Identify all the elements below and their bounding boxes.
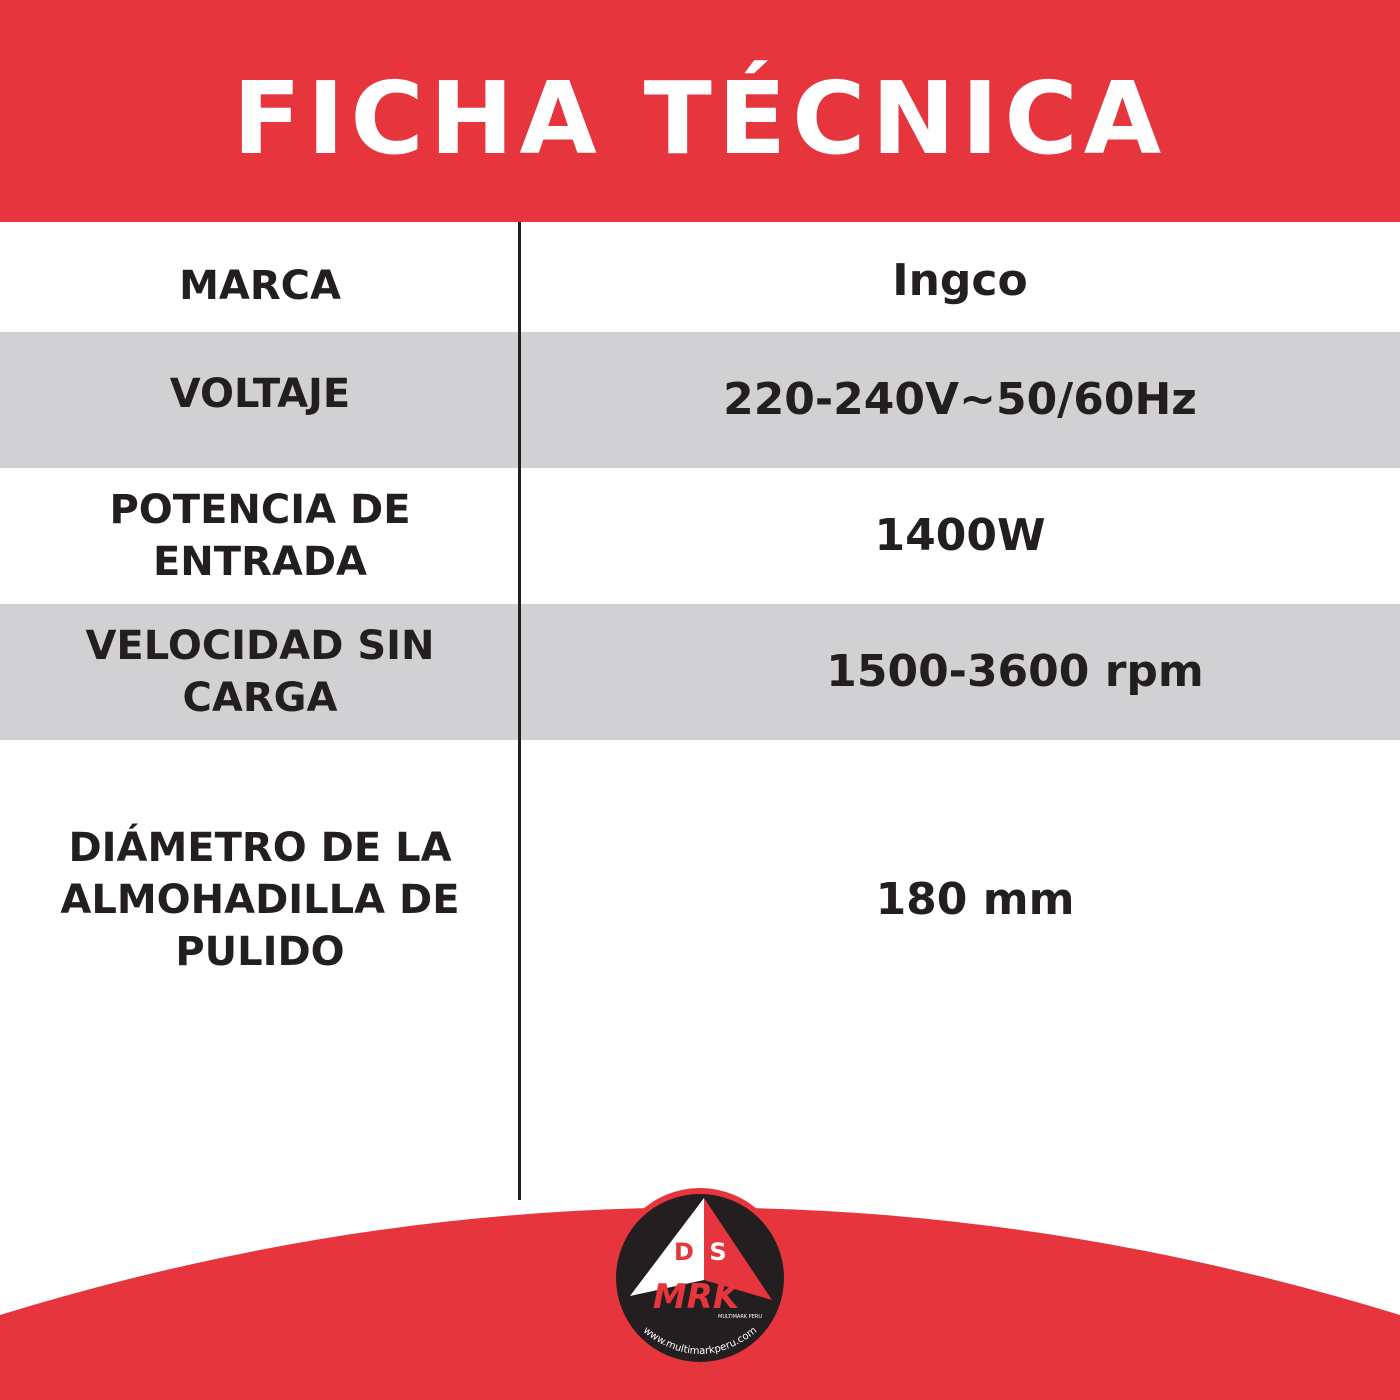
spec-label: VOLTAJE	[169, 371, 351, 417]
spec-label: DIÁMETRO DE LA ALMOHADILLA DE PULIDO	[60, 825, 460, 975]
spec-label: POTENCIA DE ENTRADA	[109, 487, 411, 585]
spec-row-diametro: DIÁMETRO DE LA ALMOHADILLA DE PULIDO 180…	[0, 740, 1400, 1060]
logo-tagline: MULTIMARK PERU	[718, 1314, 762, 1320]
header-banner: FICHA TÉCNICA	[0, 0, 1400, 222]
multimark-logo: D S MRK MULTIMARK PERU www.multimarkperu…	[612, 1188, 788, 1364]
spec-value: 180 mm	[875, 874, 1075, 925]
spec-label: VELOCIDAD SIN CARGA	[85, 623, 435, 721]
spec-value: 220-240V~50/60Hz	[723, 374, 1197, 425]
spec-value: 1500-3600 rpm	[826, 646, 1204, 697]
logo-letter-d: D	[674, 1238, 694, 1266]
spec-row-velocidad: VELOCIDAD SIN CARGA 1500-3600 rpm	[0, 604, 1400, 740]
spec-row-potencia: POTENCIA DE ENTRADA 1400W	[0, 468, 1400, 604]
spec-value: 1400W	[874, 510, 1046, 561]
spec-value: Ingco	[892, 255, 1028, 306]
column-divider	[518, 222, 521, 1200]
spec-row-voltaje: VOLTAJE 220-240V~50/60Hz	[0, 332, 1400, 468]
spec-row-marca: MARCA Ingco	[0, 222, 1400, 332]
page-title: FICHA TÉCNICA	[232, 59, 1168, 177]
spec-label: MARCA	[179, 263, 341, 309]
logo-brand: MRK	[653, 1277, 742, 1317]
logo-letter-s: S	[709, 1238, 726, 1266]
